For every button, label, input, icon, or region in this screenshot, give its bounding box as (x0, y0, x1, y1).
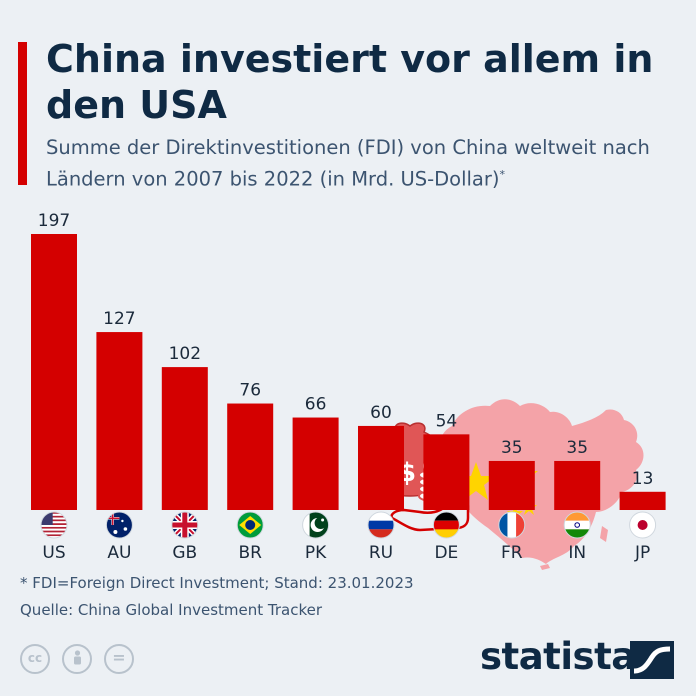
de-flag-icon (432, 511, 460, 539)
taiwan-island (600, 526, 608, 542)
cc-license-icon[interactable]: cc (20, 644, 50, 674)
subtitle-footnote-mark: * (499, 168, 506, 181)
attribution-icon[interactable] (62, 644, 92, 674)
person-icon (73, 650, 81, 665)
category-label: DE (434, 543, 458, 563)
subtitle-text: Summe der Direktinvestitionen (FDI) von … (46, 136, 650, 191)
china-map (439, 399, 644, 564)
category-label: JP (634, 543, 650, 563)
bar-ru (358, 425, 404, 510)
category-label: AU (107, 543, 131, 563)
data-label: 127 (103, 309, 135, 329)
au-flag-icon (105, 511, 133, 539)
data-label: 35 (501, 438, 523, 458)
large-star-icon (456, 462, 496, 500)
bar-de (423, 434, 470, 510)
title-accent-bar (18, 42, 27, 185)
data-label: 102 (169, 344, 201, 364)
bars-group: 197 US 127 AU 102 GB 76 BR 66 PK 60 RU 54 DE 35 FR 35 IN 1… (31, 211, 666, 563)
data-label: 54 (436, 411, 458, 431)
pk-flag-icon (302, 511, 330, 539)
bar-chart: $ 197US127AU102GB76BR66PK60RU54DE35FR35I… (31, 211, 666, 570)
br-flag-icon (236, 511, 264, 539)
category-label: BR (238, 543, 262, 563)
page-subtitle: Summe der Direktinvestitionen (FDI) von … (46, 134, 686, 193)
data-label: 35 (566, 438, 588, 458)
category-label: US (42, 543, 65, 563)
data-label: 197 (38, 211, 70, 231)
page-title: China investiert vor allem in den USA (46, 37, 654, 127)
bar-us (31, 234, 77, 510)
data-label: 66 (305, 395, 327, 415)
statista-logo-text[interactable]: statista (480, 635, 636, 678)
data-label: 76 (239, 381, 261, 401)
bar-br (227, 403, 274, 510)
source-note: Quelle: China Global Investment Tracker (20, 601, 322, 619)
bar-fr (488, 460, 535, 510)
bar-jp (619, 491, 666, 510)
no-derivatives-icon[interactable]: = (104, 644, 134, 674)
bar-pk (292, 417, 339, 510)
ru-flag-icon (367, 511, 395, 539)
bar-gb (161, 367, 208, 510)
category-label: PK (305, 543, 327, 563)
fr-flag-icon (498, 511, 526, 539)
hainan-island (540, 564, 550, 570)
data-label: 60 (370, 403, 392, 423)
footnote: * FDI=Foreign Direct Investment; Stand: … (20, 574, 414, 592)
category-label: FR (501, 543, 523, 563)
jp-flag-icon (629, 511, 657, 539)
bar-in (554, 460, 601, 510)
gb-flag-icon (171, 511, 199, 539)
category-label: IN (568, 543, 586, 563)
category-label: GB (172, 543, 197, 563)
data-label: 13 (632, 469, 654, 489)
statista-logo-icon[interactable] (630, 641, 674, 679)
bar-au (96, 332, 143, 510)
in-flag-icon (563, 511, 591, 539)
us-flag-icon (40, 511, 68, 539)
category-label: RU (369, 543, 393, 563)
